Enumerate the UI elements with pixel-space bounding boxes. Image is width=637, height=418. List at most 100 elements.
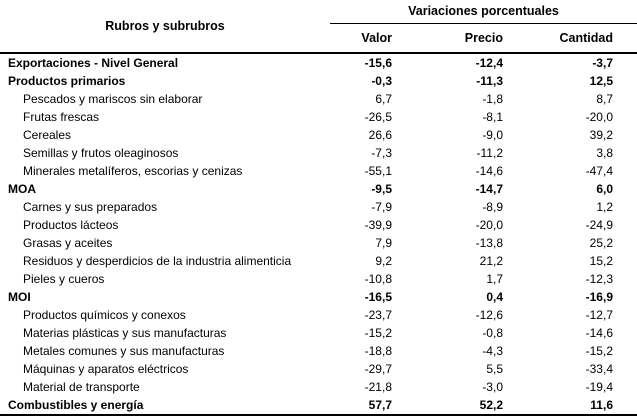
table-row: Productos lácteos -39,9 -20,0 -24,9: [0, 216, 637, 234]
row-header-label: Rubros y subrubros: [105, 19, 225, 33]
rubro-label: Residuos y desperdicios de la industria …: [23, 254, 292, 268]
precio-cell: -9,0: [482, 128, 503, 142]
cantidad-cell: 25,2: [589, 236, 613, 250]
table-row: Minerales metalíferos, escorias y ceniza…: [0, 162, 637, 180]
row-right-spacer: [613, 216, 637, 234]
table-row: Productos químicos y conexos -23,7 -12,6 -1…: [0, 306, 637, 324]
row-right-spacer: [613, 360, 637, 378]
table-row: Frutas frescas -26,5 -8,1 -20,0: [0, 108, 637, 126]
row-right-spacer: [613, 396, 637, 414]
precio-cell: -11,3: [476, 74, 503, 88]
row-right-spacer: [613, 180, 637, 198]
cantidad-cell: -33,4: [585, 362, 613, 376]
rubro-label: Productos químicos y conexos: [23, 308, 186, 322]
cantidad-cell: 3,8: [596, 146, 613, 160]
precio-cell: -0,8: [482, 326, 503, 340]
valor-cell: 6,7: [375, 92, 392, 106]
rubro-label: Grasas y aceites: [23, 236, 113, 250]
row-right-spacer: [613, 54, 637, 72]
row-right-spacer: [613, 324, 637, 342]
row-right-spacer: [613, 234, 637, 252]
cantidad-cell: -15,2: [585, 344, 613, 358]
table-row: Pescados y mariscos sin elaborar 6,7 -1,8 8…: [0, 90, 637, 108]
valor-cell: -55,1: [364, 164, 392, 178]
precio-cell: -8,1: [482, 110, 503, 124]
row-right-spacer: [613, 198, 637, 216]
valor-cell: -0,3: [371, 74, 392, 88]
precio-cell: -8,9: [482, 200, 503, 214]
precio-cell: -1,8: [482, 92, 503, 106]
table-header: Rubros y subrubros Variaciones porcentua…: [0, 0, 637, 54]
column-group-label: Variaciones porcentuales: [330, 0, 637, 24]
valor-cell: -15,2: [364, 326, 392, 340]
row-right-spacer: [613, 126, 637, 144]
cantidad-cell: -12,7: [585, 308, 613, 322]
table-row: Cereales 26,6 -9,0 39,2: [0, 126, 637, 144]
row-right-spacer: [613, 252, 637, 270]
row-right-spacer: [613, 288, 637, 306]
table-bottom-rule: [0, 414, 637, 416]
column-header-valor: Valor: [361, 31, 392, 45]
valor-cell: -16,5: [364, 290, 392, 304]
row-right-spacer: [613, 90, 637, 108]
table-row: Máquinas y aparatos eléctricos -29,7 5,5 -3…: [0, 360, 637, 378]
cantidad-cell: 12,5: [589, 74, 613, 88]
cantidad-cell: -24,9: [585, 218, 613, 232]
valor-cell: -39,9: [364, 218, 392, 232]
table-row: Residuos y desperdicios de la industria …: [0, 252, 637, 270]
row-right-spacer: [613, 144, 637, 162]
valor-cell: -23,7: [364, 308, 392, 322]
precio-cell: -4,3: [482, 344, 503, 358]
table-row: MOA -9,5 -14,7 6,0: [0, 180, 637, 198]
valor-cell: 9,2: [375, 254, 392, 268]
valor-cell: 26,6: [368, 128, 392, 142]
row-right-spacer: [613, 162, 637, 180]
row-right-spacer: [613, 342, 637, 360]
column-group: Variaciones porcentuales Valor Precio Ca…: [330, 0, 637, 52]
column-header-cantidad: Cantidad: [559, 31, 613, 45]
row-right-spacer: [613, 72, 637, 90]
valor-cell: -7,3: [371, 146, 392, 160]
rubro-label: Frutas frescas: [23, 110, 100, 124]
rubro-label: Material de transporte: [23, 380, 140, 394]
table-row: Pieles y cueros -10,8 1,7 -12,3: [0, 270, 637, 288]
valor-cell: 7,9: [375, 236, 392, 250]
valor-cell: -10,8: [364, 272, 392, 286]
cantidad-cell: -47,4: [585, 164, 613, 178]
precio-cell: -20,0: [475, 218, 503, 232]
cantidad-cell: 8,7: [596, 92, 613, 106]
table-row: Carnes y sus preparados -7,9 -8,9 1,2: [0, 198, 637, 216]
precio-cell: -12,6: [475, 308, 503, 322]
precio-cell: 21,2: [479, 254, 503, 268]
cantidad-cell: 11,6: [590, 398, 613, 412]
cantidad-cell: -20,0: [585, 110, 613, 124]
rubro-label: Pieles y cueros: [23, 272, 105, 286]
cantidad-cell: -3,7: [592, 56, 613, 70]
table-row: Grasas y aceites 7,9 -13,8 25,2: [0, 234, 637, 252]
valor-cell: -7,9: [371, 200, 392, 214]
precio-cell: -13,8: [475, 236, 503, 250]
rubro-label: Productos primarios: [8, 74, 126, 88]
rubro-label: Cereales: [23, 128, 72, 142]
table-row: Combustibles y energía 57,7 52,2 11,6: [0, 396, 637, 414]
precio-cell: 0,4: [486, 290, 503, 304]
rubro-label: Máquinas y aparatos eléctricos: [23, 362, 189, 376]
valor-cell: -26,5: [364, 110, 392, 124]
table-row: Metales comunes y sus manufacturas -18,8 -…: [0, 342, 637, 360]
rubro-label: MOI: [8, 290, 31, 304]
column-header-precio: Precio: [464, 31, 503, 45]
rubro-label: Combustibles y energía: [8, 398, 144, 412]
valor-cell: -9,5: [371, 182, 392, 196]
precio-cell: 1,7: [486, 272, 503, 286]
cantidad-cell: -12,3: [585, 272, 613, 286]
row-right-spacer: [613, 306, 637, 324]
rubro-label: Metales comunes y sus manufacturas: [23, 344, 225, 358]
valor-cell: -29,7: [364, 362, 392, 376]
table-row: Semillas y frutos oleaginosos -7,3 -11,2 3,…: [0, 144, 637, 162]
row-right-spacer: [613, 378, 637, 396]
cantidad-cell: -14,6: [585, 326, 613, 340]
table-row: Materias plásticas y sus manufacturas -15…: [0, 324, 637, 342]
valor-cell: -21,8: [364, 380, 392, 394]
precio-cell: -14,7: [475, 182, 503, 196]
table-row: MOI -16,5 0,4 -16,9: [0, 288, 637, 306]
